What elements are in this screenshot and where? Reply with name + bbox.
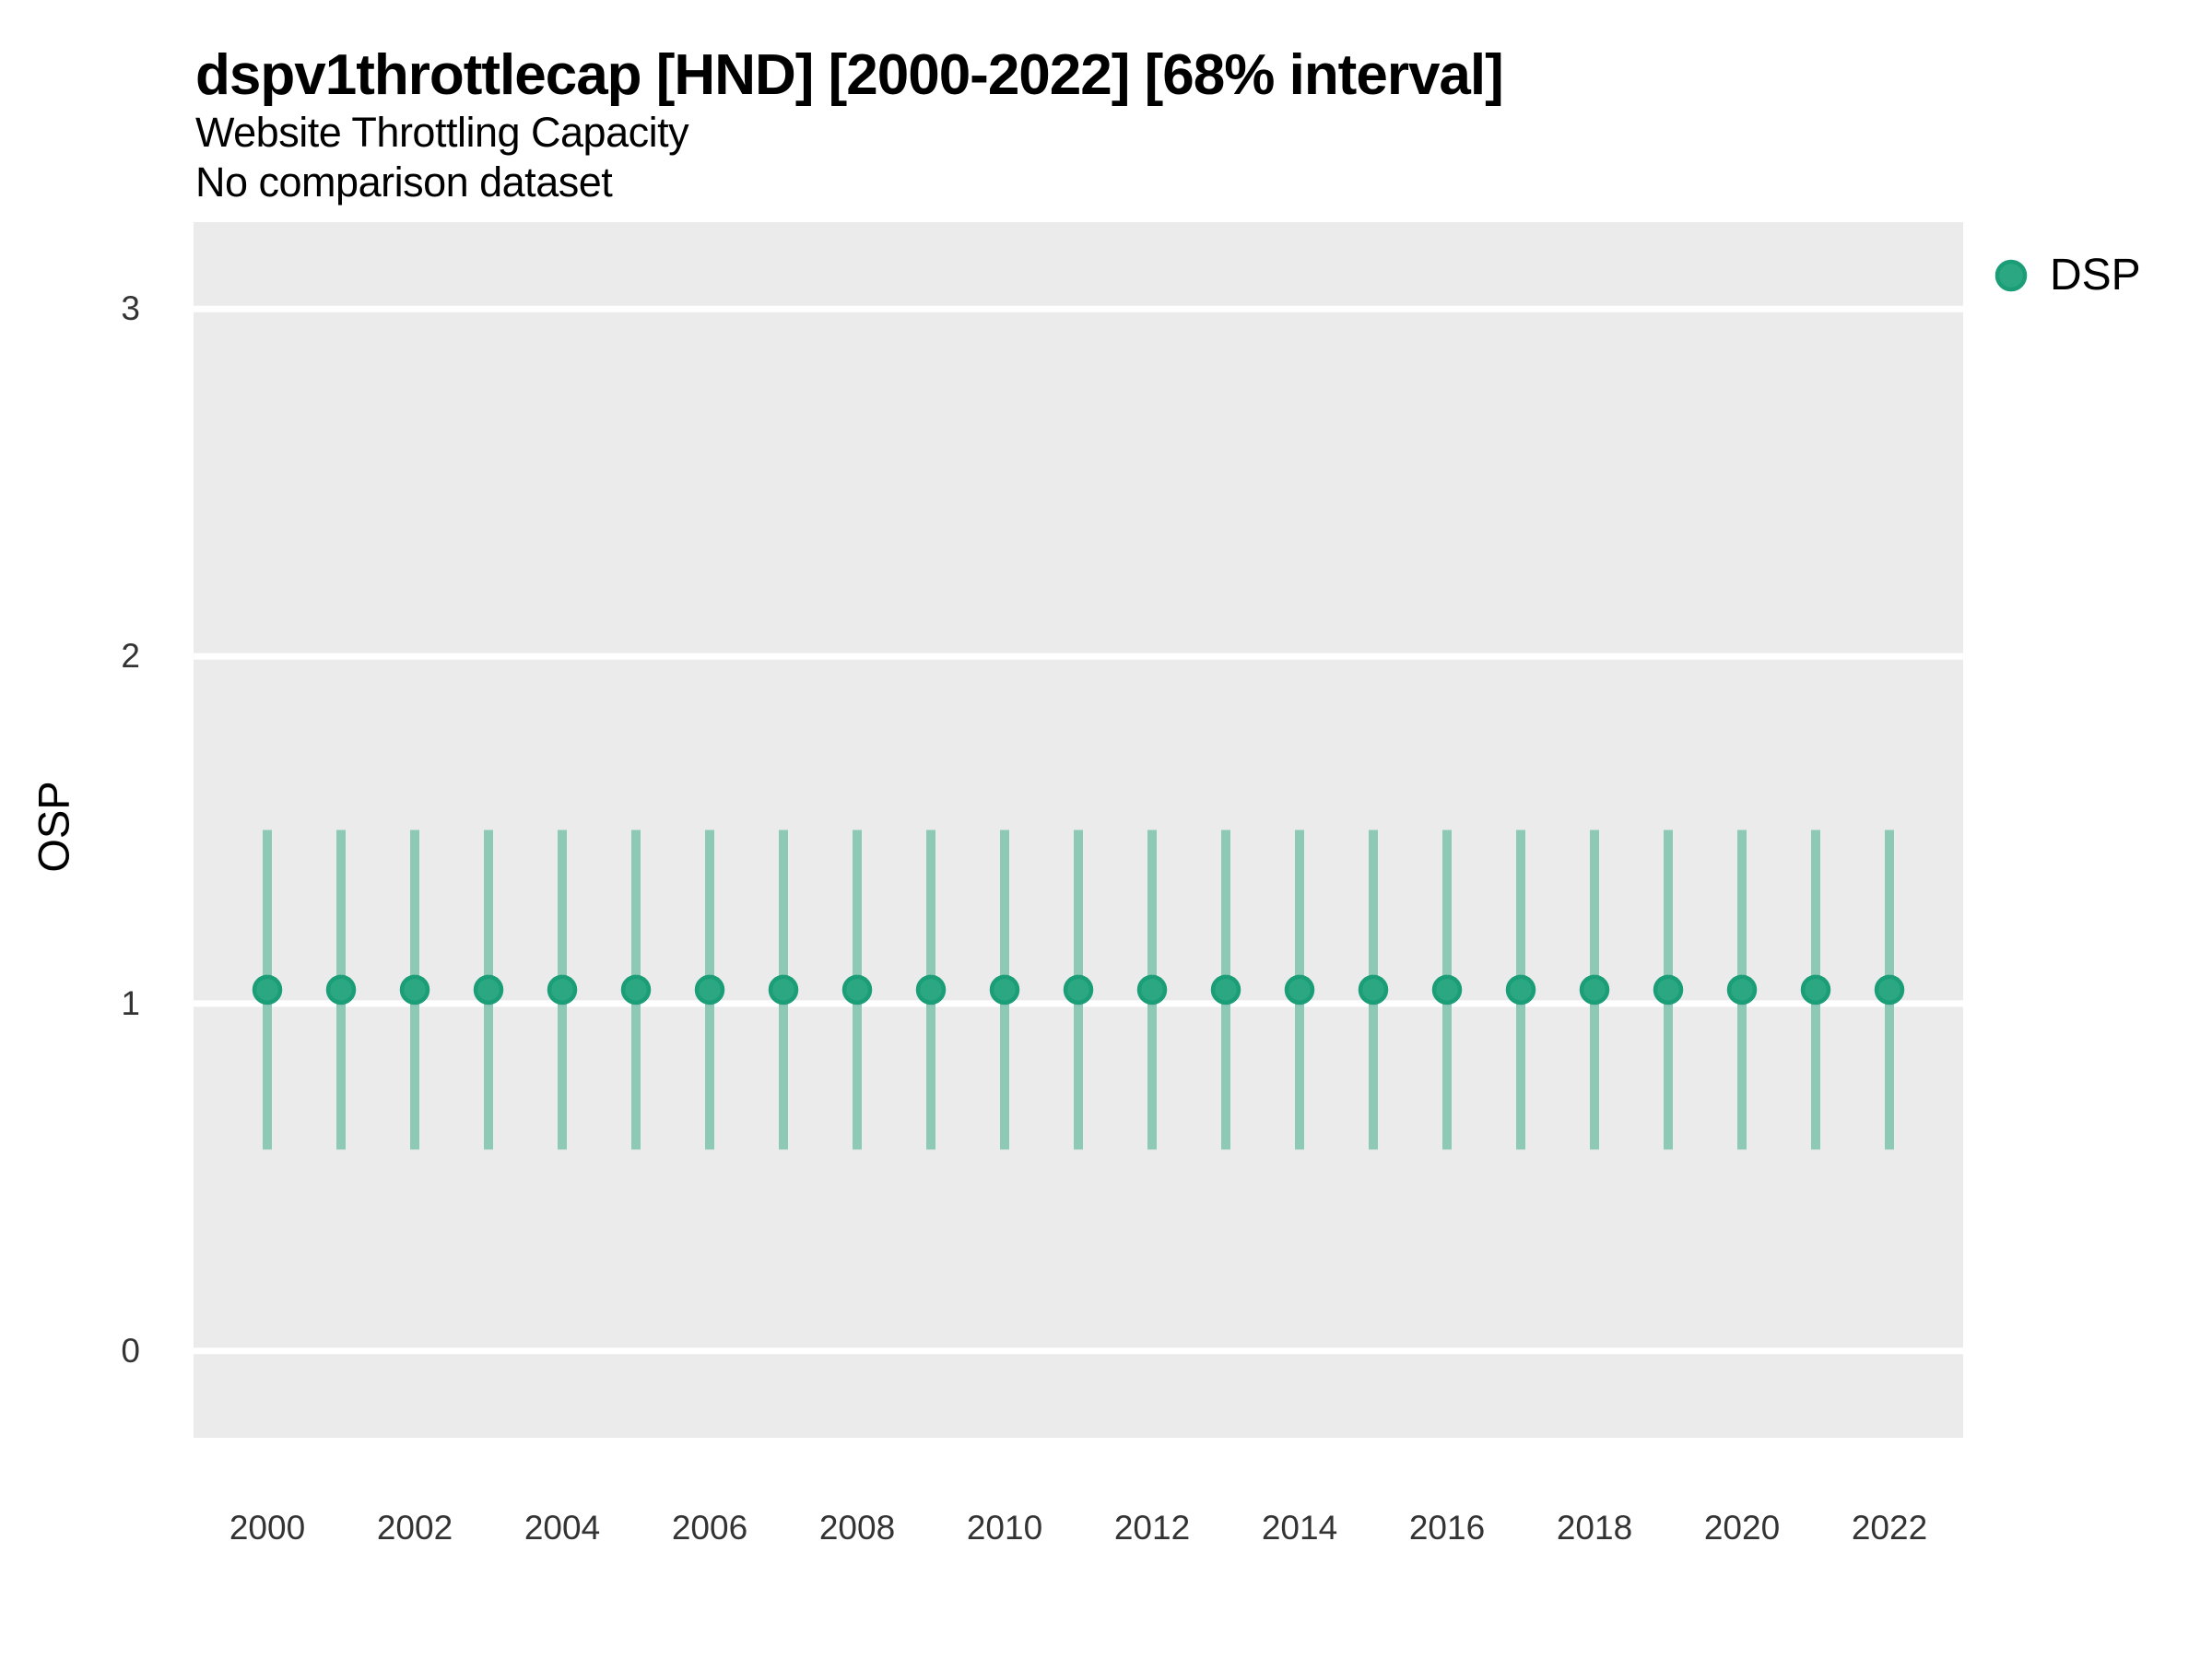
data-point — [1431, 974, 1463, 1006]
x-tick-label: 2020 — [1703, 1509, 1781, 1547]
data-point — [1136, 974, 1168, 1006]
data-point — [620, 974, 652, 1006]
data-point — [252, 974, 283, 1006]
x-tick-label: 2018 — [1556, 1509, 1633, 1547]
y-tick-label: 3 — [121, 289, 140, 328]
x-tick-label: 2000 — [229, 1509, 306, 1547]
plot-canvas — [194, 222, 1963, 1438]
plot-panel — [194, 222, 1963, 1438]
data-point — [768, 974, 799, 1006]
data-point — [473, 974, 504, 1006]
legend-item-label: DSP — [2050, 251, 2141, 300]
data-point — [547, 974, 578, 1006]
data-point — [915, 974, 947, 1006]
data-point — [399, 974, 430, 1006]
y-tick-label: 0 — [121, 1331, 140, 1370]
data-point — [1063, 974, 1094, 1006]
x-tick-label: 2004 — [524, 1509, 601, 1547]
data-point — [325, 974, 357, 1006]
data-point — [1800, 974, 1831, 1006]
data-point — [841, 974, 873, 1006]
data-point — [1874, 974, 1905, 1006]
data-point — [1579, 974, 1610, 1006]
chart-note: No comparison dataset — [195, 159, 613, 206]
data-point — [1653, 974, 1684, 1006]
x-tick-label: 2016 — [1408, 1509, 1486, 1547]
x-tick-label: 2010 — [966, 1509, 1043, 1547]
y-tick-label: 2 — [121, 637, 140, 676]
x-tick-label: 2014 — [1261, 1509, 1338, 1547]
legend-marker-circle-icon — [1994, 259, 2028, 292]
data-point — [1726, 974, 1758, 1006]
x-tick-label: 2006 — [671, 1509, 748, 1547]
data-point — [1284, 974, 1315, 1006]
legend: DSP — [1991, 251, 2141, 300]
x-tick-label: 2002 — [376, 1509, 453, 1547]
data-point — [694, 974, 725, 1006]
chart-subtitle: Website Throttling Capacity — [195, 109, 689, 156]
data-point — [1210, 974, 1241, 1006]
y-tick-label: 1 — [121, 983, 140, 1022]
x-tick-label: 2008 — [818, 1509, 896, 1547]
data-point — [989, 974, 1020, 1006]
x-tick-label: 2022 — [1851, 1509, 1928, 1547]
data-point — [1505, 974, 1536, 1006]
chart-title: dspv1throttlecap [HND] [2000-2022] [68% … — [195, 43, 1504, 107]
data-point — [1358, 974, 1389, 1006]
x-tick-label: 2012 — [1113, 1509, 1191, 1547]
y-axis-title: OSP — [29, 781, 78, 873]
